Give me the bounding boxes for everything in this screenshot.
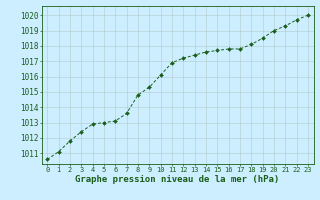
X-axis label: Graphe pression niveau de la mer (hPa): Graphe pression niveau de la mer (hPa) — [76, 175, 280, 184]
